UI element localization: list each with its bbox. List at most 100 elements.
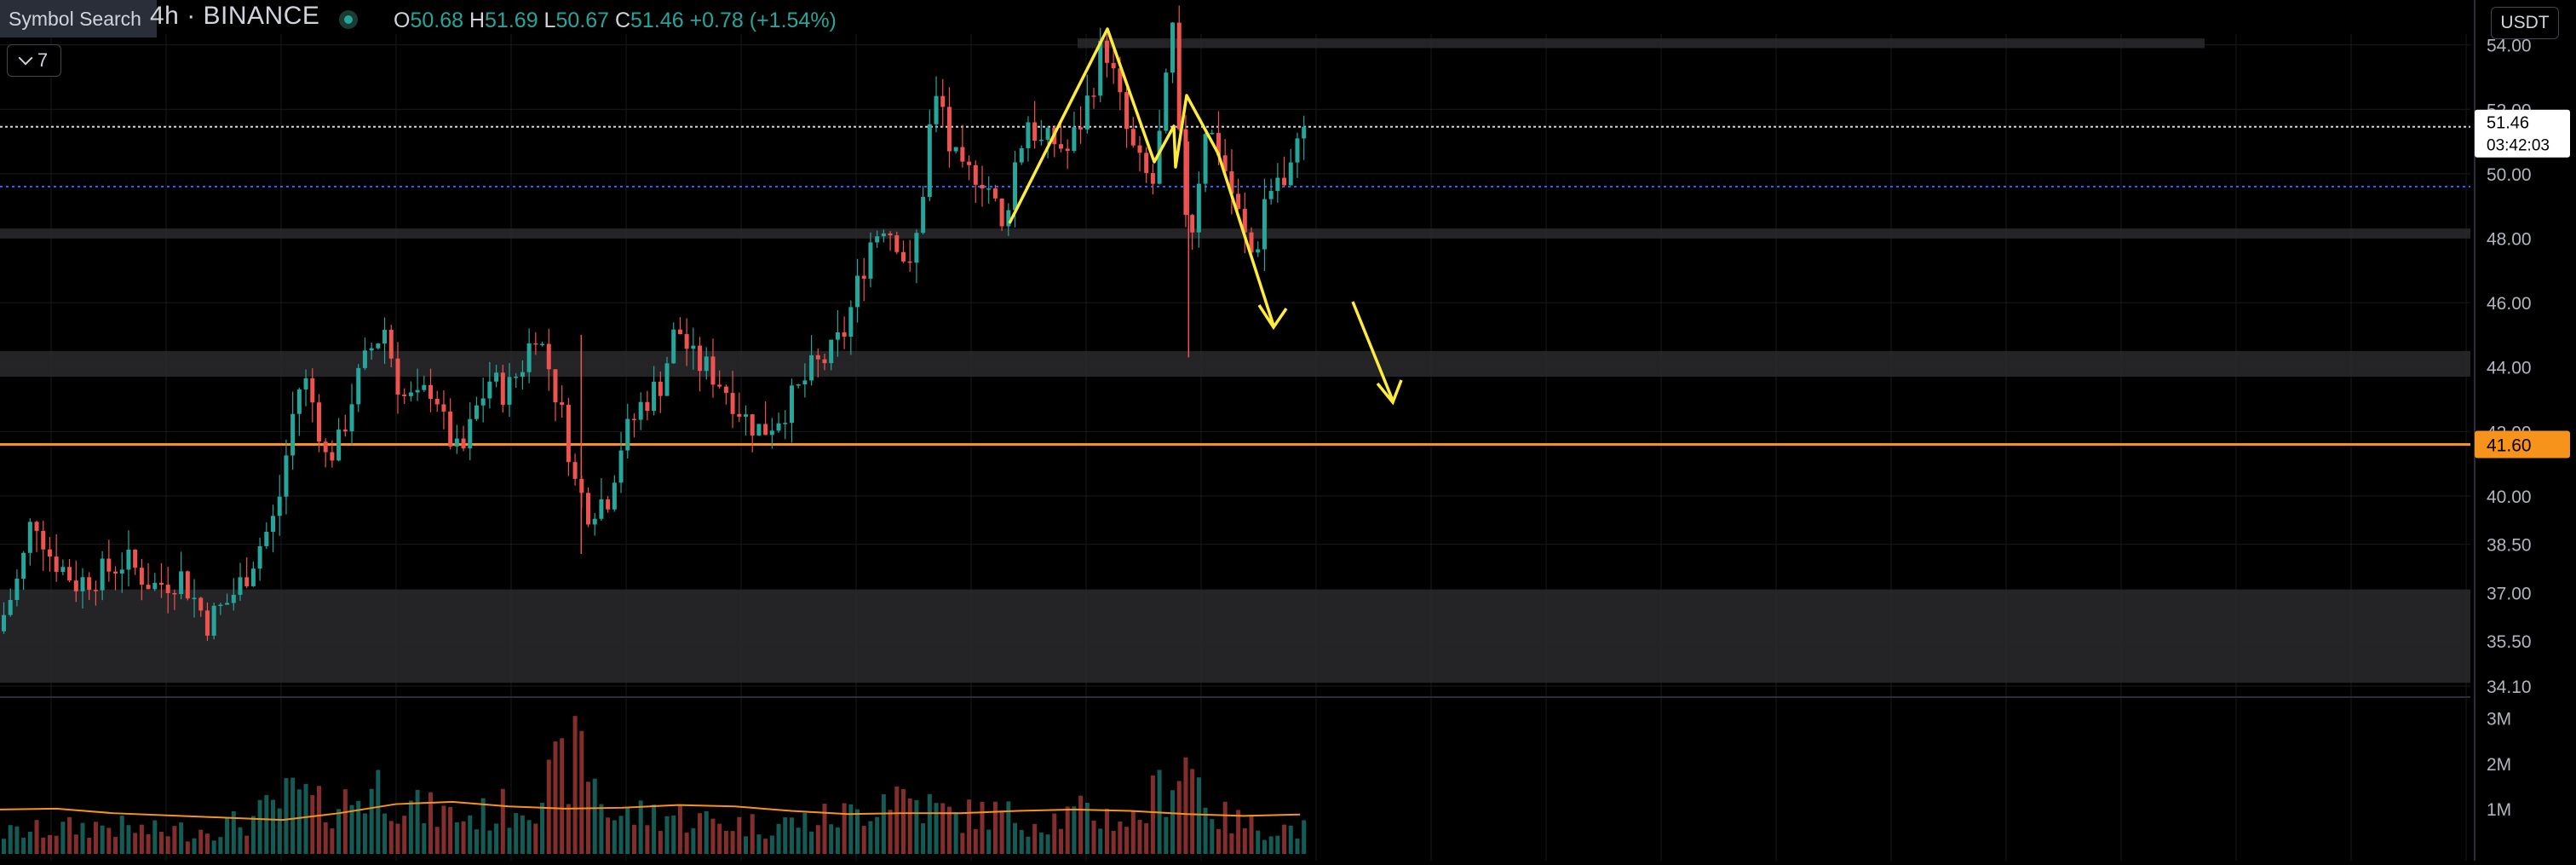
volume-bar — [507, 828, 512, 854]
candle-body — [1150, 173, 1155, 184]
symbol-search-button[interactable]: Symbol Search — [0, 0, 157, 37]
volume-bar — [1183, 757, 1188, 854]
candle-body — [1098, 40, 1103, 96]
price-tick-label: 37.00 — [2487, 584, 2532, 603]
volume-bar — [704, 810, 709, 854]
candle-body — [652, 381, 657, 412]
indicators-toggle-button[interactable]: 7 — [7, 44, 61, 77]
volume-bar — [1275, 835, 1280, 854]
candle-body — [1104, 40, 1109, 63]
volume-bar — [921, 823, 926, 854]
volume-bar — [796, 828, 801, 854]
volume-bar — [494, 823, 499, 854]
candle-body — [1137, 145, 1142, 153]
candle-body — [1302, 126, 1307, 139]
candle-body — [238, 577, 243, 595]
volume-bar — [238, 827, 243, 854]
candle-body — [139, 568, 144, 585]
volume-bar — [881, 794, 886, 854]
candle-body — [434, 399, 440, 405]
volume-bar — [973, 828, 978, 854]
price-tick-label: 40.00 — [2487, 487, 2532, 507]
volume-bar — [388, 821, 394, 854]
ohlc-legend: O50.68 H51.69 L50.67 C51.46 +0.78 (+1.54… — [394, 9, 837, 33]
volume-bar — [671, 815, 676, 854]
candle-body — [1130, 129, 1136, 146]
currency-button[interactable]: USDT — [2491, 7, 2559, 39]
double-top-pattern-line — [1008, 27, 1275, 326]
volume-bar — [520, 815, 525, 854]
volume-bar — [1262, 839, 1267, 854]
indicators-count: 7 — [37, 49, 49, 71]
candle-body — [342, 430, 348, 432]
volume-bar — [750, 814, 755, 854]
volume-bar — [756, 834, 762, 854]
candle-body — [474, 405, 479, 419]
price-axis[interactable]: 54.0052.0050.0048.0046.0044.0042.0040.00… — [2474, 0, 2576, 861]
volume-bar — [940, 803, 946, 854]
candle-body — [835, 332, 840, 340]
volume-bar — [698, 813, 703, 854]
candle-body — [999, 198, 1004, 227]
market-status-icon[interactable] — [339, 10, 358, 29]
candle-body — [1157, 130, 1162, 184]
volume-bar — [533, 823, 538, 854]
volume-bar — [369, 788, 374, 854]
candle-body — [526, 343, 532, 372]
candle-body — [1262, 199, 1267, 250]
candle-body — [1183, 129, 1188, 216]
volume-bar — [41, 837, 46, 854]
candle-body — [192, 597, 197, 600]
volume-bar — [133, 833, 138, 854]
volume-bar — [710, 818, 716, 854]
volume-bar — [645, 825, 650, 854]
volume-bar — [1006, 801, 1011, 854]
volume-bar — [1098, 828, 1103, 854]
volume-bar — [560, 738, 565, 854]
candlesticks — [2, 5, 1307, 641]
volume-bar — [1229, 833, 1234, 854]
candle-body — [73, 580, 78, 591]
volume-bar — [907, 798, 912, 854]
candle-body — [533, 343, 538, 345]
volume-bar — [1203, 807, 1208, 854]
candle-body — [1256, 249, 1261, 253]
arrow-head — [1257, 304, 1288, 331]
volume-bar — [763, 839, 768, 854]
volume-bar — [789, 817, 794, 854]
volume-bar — [1282, 824, 1287, 854]
volume-bar — [967, 799, 972, 854]
candle-body — [907, 261, 912, 263]
candle-body — [973, 164, 978, 185]
volume-bar — [1144, 823, 1149, 854]
volume-bar — [855, 809, 860, 854]
volume-bar — [1032, 823, 1038, 854]
volume-bar — [579, 730, 584, 854]
volume-bar — [290, 777, 296, 854]
symbol-title[interactable]: 4h · BINANCE — [150, 2, 320, 30]
volume-bar — [152, 820, 158, 854]
candle-body — [606, 499, 611, 510]
pattern-drawings[interactable] — [1008, 27, 1403, 406]
volume-bar — [271, 799, 276, 854]
candle-body — [664, 363, 670, 396]
volume-bar — [448, 806, 453, 854]
candle-body — [658, 381, 663, 396]
candle-body — [441, 404, 446, 412]
candle-body — [119, 569, 124, 574]
volume-bar — [93, 822, 98, 854]
volume-bar — [146, 833, 151, 854]
candle-body — [934, 95, 939, 124]
high-label: H — [469, 9, 486, 32]
volume-bars — [0, 716, 1307, 854]
volume-bar — [927, 793, 932, 854]
candle-body — [514, 376, 519, 378]
volume-bar — [284, 778, 289, 854]
candle-body — [1229, 171, 1234, 194]
volume-bar — [658, 830, 663, 854]
candle-body — [231, 594, 236, 603]
volume-bar — [992, 801, 998, 854]
volume-ma-line — [0, 800, 1301, 822]
